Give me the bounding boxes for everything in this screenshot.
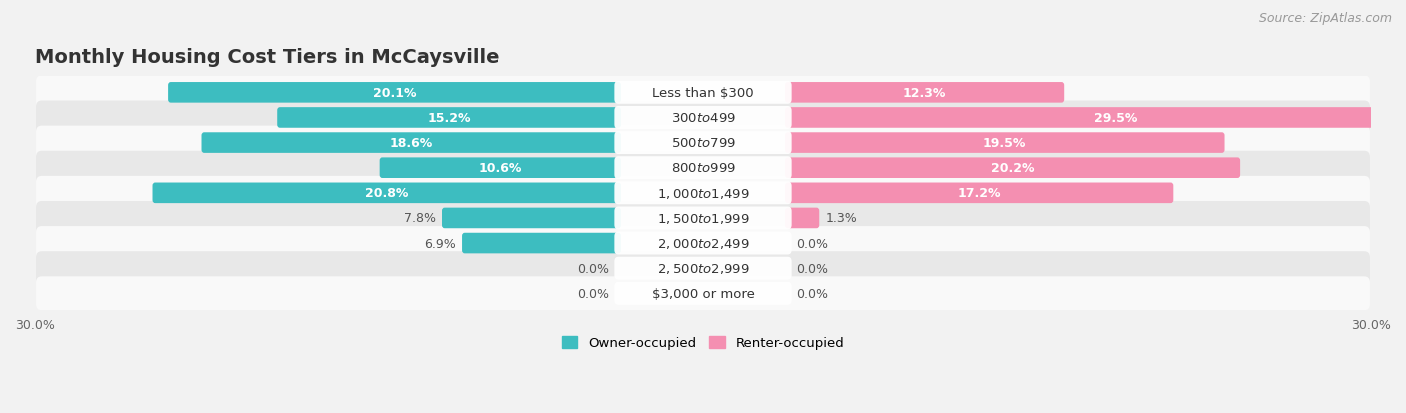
- Text: 12.3%: 12.3%: [903, 87, 946, 100]
- Text: 20.8%: 20.8%: [366, 187, 409, 200]
- FancyBboxPatch shape: [785, 158, 1240, 178]
- Text: 10.6%: 10.6%: [478, 162, 522, 175]
- Text: 0.0%: 0.0%: [578, 287, 609, 300]
- FancyBboxPatch shape: [785, 183, 1174, 204]
- FancyBboxPatch shape: [614, 157, 792, 180]
- FancyBboxPatch shape: [463, 233, 621, 254]
- Text: 1.3%: 1.3%: [825, 212, 858, 225]
- FancyBboxPatch shape: [37, 76, 1369, 110]
- FancyBboxPatch shape: [201, 133, 621, 154]
- FancyBboxPatch shape: [614, 282, 792, 305]
- Text: 0.0%: 0.0%: [578, 262, 609, 275]
- Text: 6.9%: 6.9%: [425, 237, 456, 250]
- FancyBboxPatch shape: [785, 133, 1225, 154]
- Text: 0.0%: 0.0%: [797, 287, 828, 300]
- FancyBboxPatch shape: [37, 202, 1369, 235]
- Text: 19.5%: 19.5%: [983, 137, 1026, 150]
- FancyBboxPatch shape: [785, 208, 820, 229]
- FancyBboxPatch shape: [152, 183, 621, 204]
- Text: $1,500 to $1,999: $1,500 to $1,999: [657, 211, 749, 225]
- Text: 29.5%: 29.5%: [1094, 112, 1137, 125]
- Text: $2,500 to $2,999: $2,500 to $2,999: [657, 261, 749, 275]
- FancyBboxPatch shape: [614, 232, 792, 255]
- Text: 20.1%: 20.1%: [373, 87, 416, 100]
- FancyBboxPatch shape: [169, 83, 621, 103]
- Text: Source: ZipAtlas.com: Source: ZipAtlas.com: [1258, 12, 1392, 25]
- FancyBboxPatch shape: [785, 108, 1406, 128]
- FancyBboxPatch shape: [37, 126, 1369, 160]
- FancyBboxPatch shape: [277, 108, 621, 128]
- FancyBboxPatch shape: [614, 132, 792, 154]
- FancyBboxPatch shape: [614, 182, 792, 205]
- Text: $500 to $799: $500 to $799: [671, 137, 735, 150]
- Text: $300 to $499: $300 to $499: [671, 112, 735, 125]
- Legend: Owner-occupied, Renter-occupied: Owner-occupied, Renter-occupied: [557, 331, 849, 355]
- Text: 0.0%: 0.0%: [797, 237, 828, 250]
- FancyBboxPatch shape: [37, 227, 1369, 260]
- Text: $2,000 to $2,499: $2,000 to $2,499: [657, 237, 749, 250]
- Text: Less than $300: Less than $300: [652, 87, 754, 100]
- FancyBboxPatch shape: [785, 83, 1064, 103]
- FancyBboxPatch shape: [37, 277, 1369, 311]
- Text: 15.2%: 15.2%: [427, 112, 471, 125]
- Text: $1,000 to $1,499: $1,000 to $1,499: [657, 186, 749, 200]
- Text: 0.0%: 0.0%: [797, 262, 828, 275]
- FancyBboxPatch shape: [614, 207, 792, 230]
- FancyBboxPatch shape: [614, 82, 792, 104]
- Text: 17.2%: 17.2%: [957, 187, 1001, 200]
- Text: $3,000 or more: $3,000 or more: [651, 287, 755, 300]
- FancyBboxPatch shape: [37, 252, 1369, 285]
- Text: 18.6%: 18.6%: [389, 137, 433, 150]
- FancyBboxPatch shape: [614, 257, 792, 280]
- FancyBboxPatch shape: [441, 208, 621, 229]
- FancyBboxPatch shape: [37, 152, 1369, 185]
- FancyBboxPatch shape: [37, 101, 1369, 135]
- FancyBboxPatch shape: [380, 158, 621, 178]
- FancyBboxPatch shape: [37, 176, 1369, 210]
- FancyBboxPatch shape: [614, 107, 792, 130]
- Text: 7.8%: 7.8%: [404, 212, 436, 225]
- Text: $800 to $999: $800 to $999: [671, 162, 735, 175]
- Text: 20.2%: 20.2%: [991, 162, 1035, 175]
- Text: Monthly Housing Cost Tiers in McCaysville: Monthly Housing Cost Tiers in McCaysvill…: [35, 48, 499, 67]
